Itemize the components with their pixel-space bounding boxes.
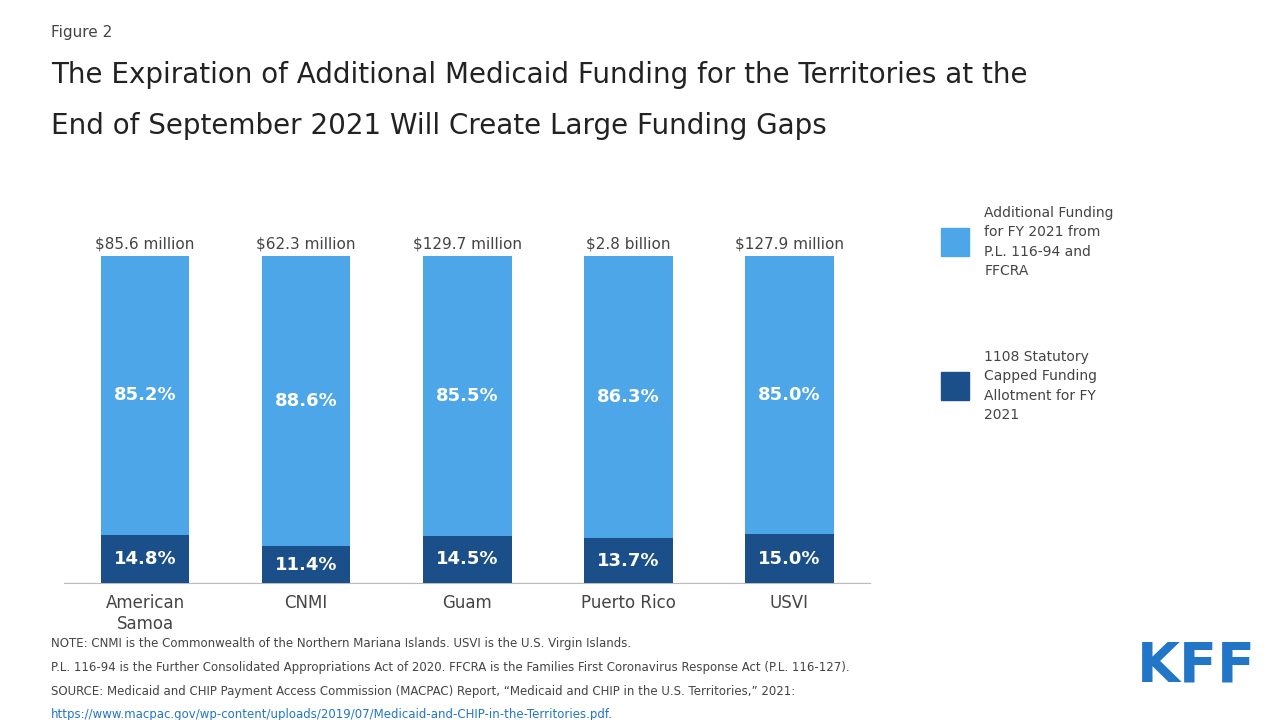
Bar [422,536,512,583]
Bar [262,546,351,583]
Text: 14.8%: 14.8% [114,550,177,568]
Text: 88.6%: 88.6% [275,392,338,410]
Text: $2.8 billion: $2.8 billion [586,236,671,251]
Text: 13.7%: 13.7% [596,552,659,570]
Bar [745,534,833,583]
Text: 85.2%: 85.2% [114,387,177,405]
Bar [745,256,833,534]
Text: 1108 Statutory
Capped Funding
Allotment for FY
2021: 1108 Statutory Capped Funding Allotment … [984,350,1097,422]
Text: End of September 2021 Will Create Large Funding Gaps: End of September 2021 Will Create Large … [51,112,827,140]
Text: 86.3%: 86.3% [596,388,659,406]
Text: $85.6 million: $85.6 million [95,236,195,251]
Bar [584,256,672,539]
Text: $129.7 million: $129.7 million [412,236,522,251]
Text: 85.0%: 85.0% [758,386,820,404]
Text: 14.5%: 14.5% [436,551,498,569]
Text: The Expiration of Additional Medicaid Funding for the Territories at the: The Expiration of Additional Medicaid Fu… [51,61,1028,89]
Text: $62.3 million: $62.3 million [256,236,356,251]
Bar [101,256,189,535]
Bar [262,256,351,546]
Bar [584,539,672,583]
Text: Additional Funding
for FY 2021 from
P.L. 116-94 and
FFCRA: Additional Funding for FY 2021 from P.L.… [984,206,1114,278]
Text: NOTE: CNMI is the Commonwealth of the Northern Mariana Islands. USVI is the U.S.: NOTE: CNMI is the Commonwealth of the No… [51,637,631,650]
Text: 11.4%: 11.4% [275,556,338,574]
Bar [101,535,189,583]
Bar [422,256,512,536]
Text: Figure 2: Figure 2 [51,25,113,40]
Text: P.L. 116-94 is the Further Consolidated Appropriations Act of 2020. FFCRA is the: P.L. 116-94 is the Further Consolidated … [51,661,850,674]
Text: KFF: KFF [1138,639,1256,693]
Text: 15.0%: 15.0% [758,549,820,567]
Text: 85.5%: 85.5% [436,387,498,405]
Text: $127.9 million: $127.9 million [735,236,844,251]
Text: SOURCE: Medicaid and CHIP Payment Access Commission (MACPAC) Report, “Medicaid a: SOURCE: Medicaid and CHIP Payment Access… [51,685,799,698]
Text: https://www.macpac.gov/wp-content/uploads/2019/07/Medicaid-and-CHIP-in-the-Terri: https://www.macpac.gov/wp-content/upload… [51,708,613,720]
